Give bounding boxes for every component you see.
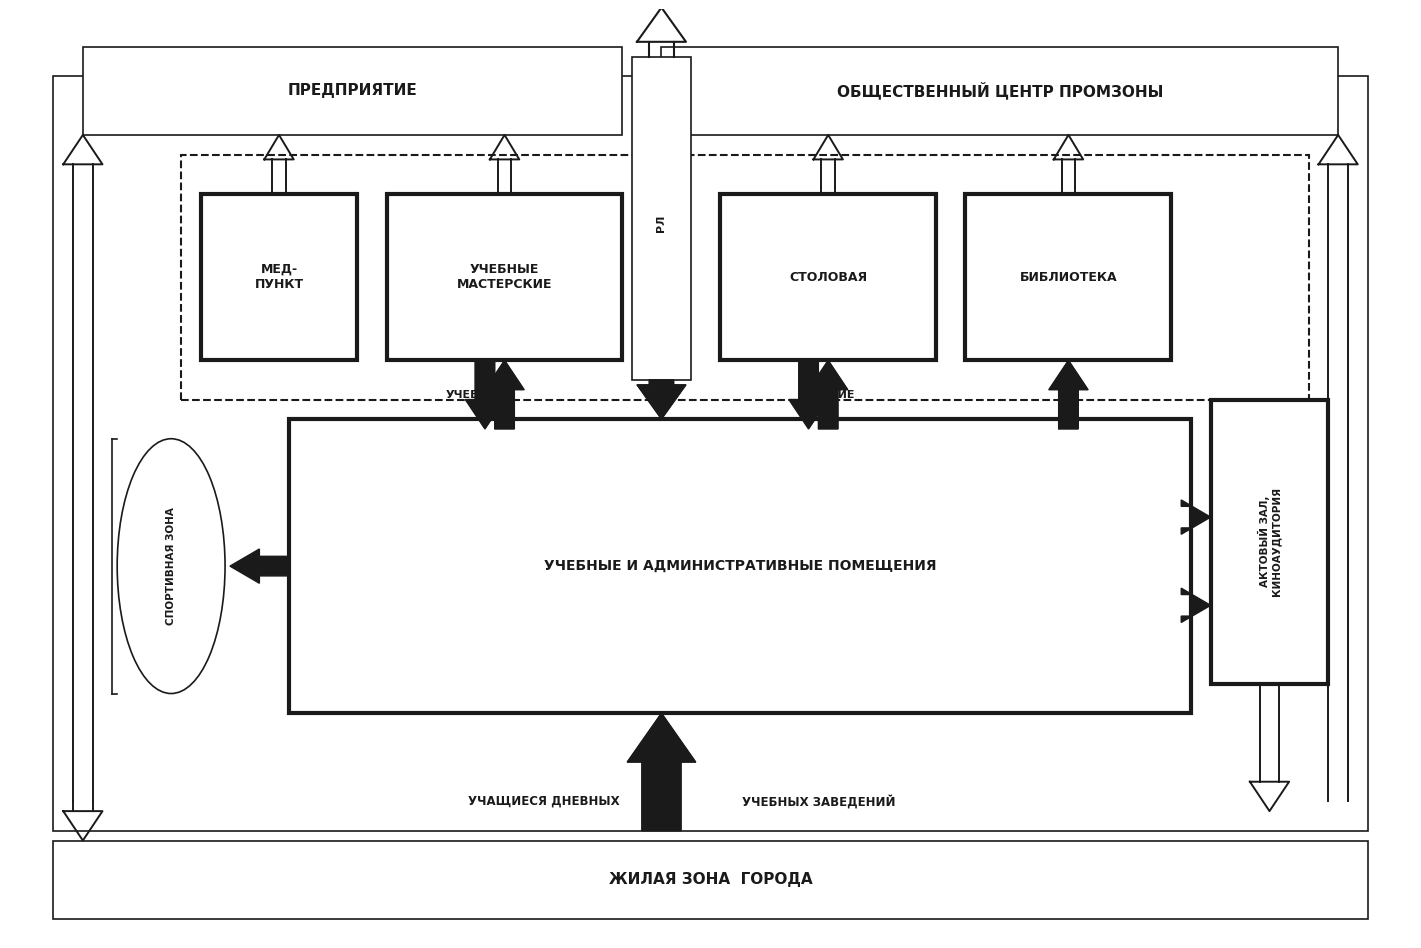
Text: МЕД-
ПУНКТ: МЕД- ПУНКТ bbox=[254, 263, 304, 291]
Polygon shape bbox=[1181, 588, 1211, 623]
Ellipse shape bbox=[117, 439, 225, 694]
Text: СТОЛОВАЯ: СТОЛОВАЯ bbox=[789, 270, 867, 283]
Text: ЖИЛАЯ ЗОНА  ГОРОДА: ЖИЛАЯ ЗОНА ГОРОДА bbox=[608, 872, 813, 887]
Polygon shape bbox=[809, 360, 848, 428]
Bar bbox=[82, 46, 622, 135]
Text: ЗДАНИЕ: ЗДАНИЕ bbox=[801, 390, 854, 400]
Polygon shape bbox=[465, 360, 504, 428]
Text: БИБЛИОТЕКА: БИБЛИОТЕКА bbox=[1020, 270, 1117, 283]
Polygon shape bbox=[789, 360, 828, 428]
Text: РЛ: РЛ bbox=[657, 214, 666, 232]
Bar bbox=[720, 193, 936, 360]
Text: УЧАЩИЕСЯ ДНЕВНЫХ: УЧАЩИЕСЯ ДНЕВНЫХ bbox=[468, 794, 620, 808]
Text: УЧЕБНЫЕ
МАСТЕРСКИЕ: УЧЕБНЫЕ МАСТЕРСКИЕ bbox=[456, 263, 553, 291]
Bar bbox=[54, 76, 1367, 830]
Polygon shape bbox=[230, 549, 288, 583]
Bar bbox=[54, 841, 1367, 919]
Bar bbox=[965, 193, 1171, 360]
Polygon shape bbox=[627, 713, 696, 830]
Text: УЧЕБНЫЕ И АДМИНИСТРАТИВНЫЕ ПОМЕЩЕНИЯ: УЧЕБНЫЕ И АДМИНИСТРАТИВНЫЕ ПОМЕЩЕНИЯ bbox=[544, 559, 936, 574]
Text: СПОРТИВНАЯ ЗОНА: СПОРТИВНАЯ ЗОНА bbox=[166, 507, 176, 625]
Text: УЧЕБНОЕ: УЧЕБНОЕ bbox=[445, 390, 504, 400]
Polygon shape bbox=[1049, 360, 1088, 428]
Polygon shape bbox=[1181, 500, 1211, 535]
Text: ОБЩЕСТВЕННЫЙ ЦЕНТР ПРОМЗОНЫ: ОБЩЕСТВЕННЫЙ ЦЕНТР ПРОМЗОНЫ bbox=[837, 82, 1162, 100]
Polygon shape bbox=[637, 380, 686, 419]
Text: УЧЕБНЫХ ЗАВЕДЕНИЙ: УЧЕБНЫХ ЗАВЕДЕНИЙ bbox=[742, 794, 895, 809]
Bar bbox=[180, 155, 1309, 399]
Polygon shape bbox=[485, 360, 524, 428]
Bar bbox=[632, 57, 691, 380]
Text: АКТОВЫЙ ЗАЛ,
КИНОАУДИТОРИЯ: АКТОВЫЙ ЗАЛ, КИНОАУДИТОРИЯ bbox=[1258, 487, 1282, 596]
Bar bbox=[288, 419, 1191, 713]
Bar bbox=[387, 193, 622, 360]
Bar bbox=[1211, 399, 1329, 684]
Bar bbox=[661, 46, 1339, 135]
Bar bbox=[200, 193, 358, 360]
Text: ПРЕДПРИЯТИЕ: ПРЕДПРИЯТИЕ bbox=[287, 83, 418, 99]
